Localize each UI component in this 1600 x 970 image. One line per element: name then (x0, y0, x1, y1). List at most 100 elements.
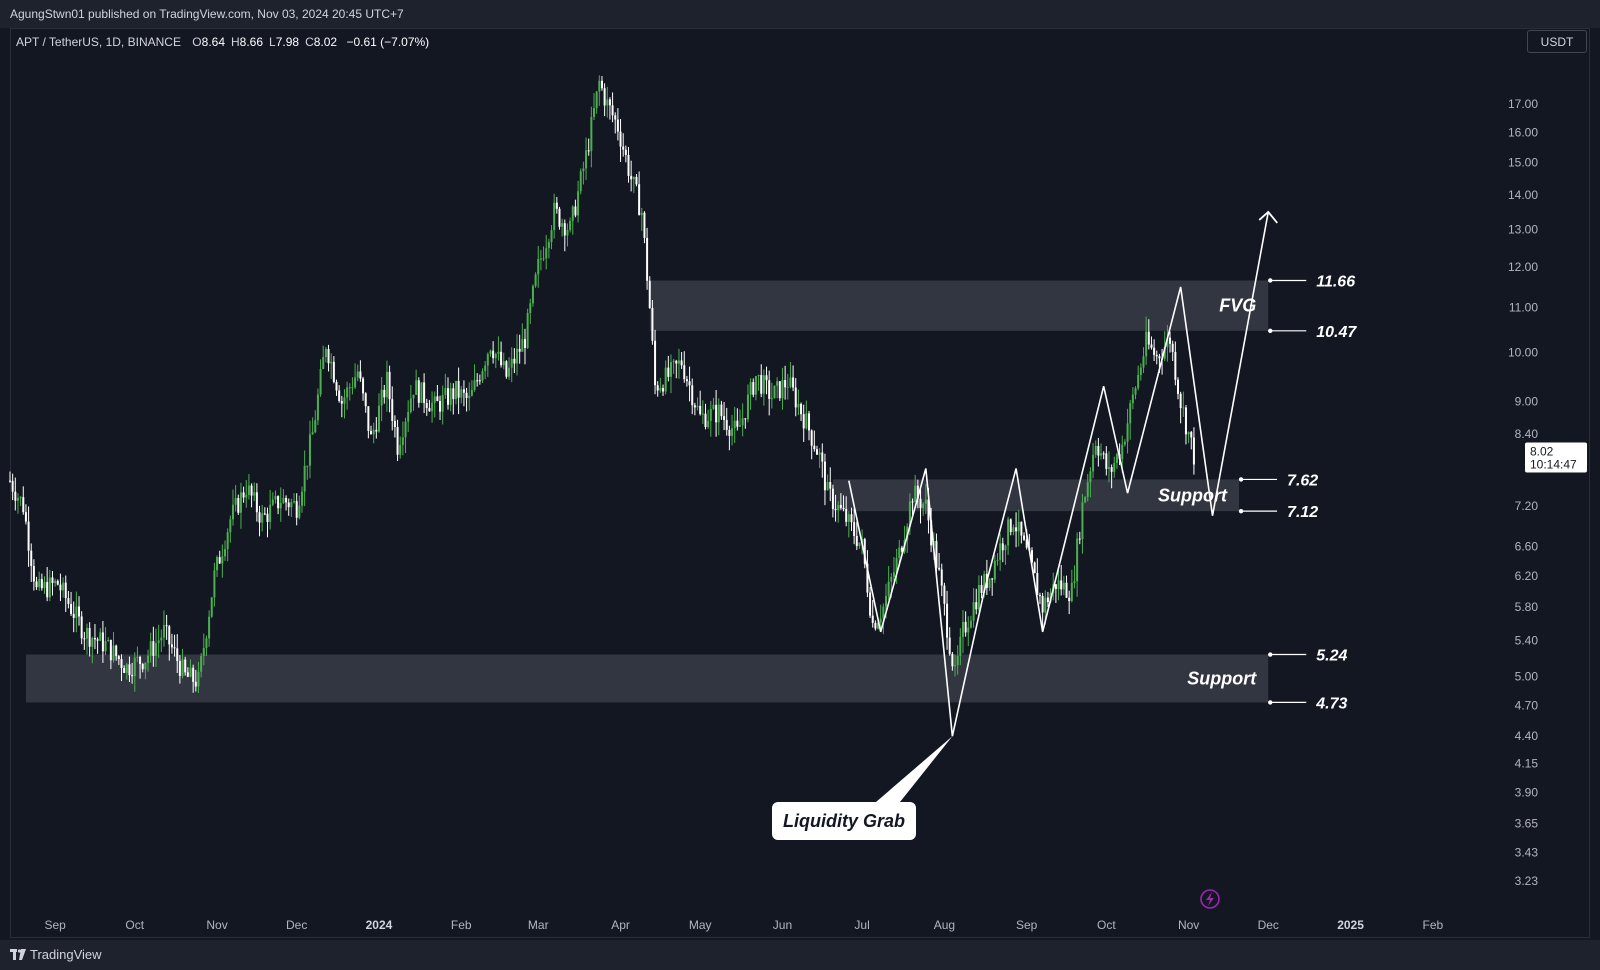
candle-body-245 (659, 387, 662, 391)
candle-body-441 (1179, 393, 1182, 408)
candle-body-97 (266, 513, 269, 522)
candle-body-219 (590, 117, 593, 152)
x-tick-label-12: Sep (1016, 918, 1038, 932)
candle-body-53 (149, 641, 152, 656)
candle-body-299 (802, 414, 805, 429)
candle-body-84 (231, 504, 234, 520)
candle-body-75 (208, 616, 211, 639)
candle-body-239 (643, 212, 646, 238)
candle-body-91 (250, 485, 253, 496)
candle-body-64 (178, 661, 181, 676)
candle-body-80 (221, 556, 224, 564)
candle-body-376 (1007, 519, 1010, 546)
candle-body-175 (473, 380, 476, 390)
candle-body-106 (290, 502, 293, 508)
candle-body-43 (123, 667, 126, 673)
candle-body-19 (59, 584, 62, 591)
lightning-icon[interactable] (1200, 889, 1220, 909)
candle-body-389 (1041, 595, 1044, 613)
candle-body-42 (120, 659, 123, 668)
candle-body-313 (839, 504, 842, 508)
candle-body-413 (1105, 453, 1108, 469)
candle-body-4 (19, 497, 22, 499)
candle-body-87 (239, 492, 242, 513)
candle-body-363 (972, 602, 975, 621)
candle-body-310 (831, 488, 834, 509)
x-tick-label-15: Dec (1258, 918, 1279, 932)
candle-body-136 (370, 430, 373, 435)
candle-body-235 (632, 176, 635, 180)
candle-body-282 (757, 375, 760, 377)
candle-body-100 (274, 496, 277, 500)
candle-body-266 (715, 404, 718, 423)
candle-body-45 (128, 664, 131, 676)
candle-body-69 (192, 667, 195, 682)
candle-body-0 (9, 480, 11, 482)
candle-body-445 (1190, 431, 1193, 438)
candle-body-226 (608, 99, 611, 106)
candle-body-289 (776, 381, 779, 386)
candle-body-108 (295, 501, 298, 518)
candle-body-446 (1192, 437, 1195, 465)
candle-body-369 (988, 578, 991, 588)
candle-body-312 (837, 504, 840, 510)
candle-body-246 (662, 387, 665, 392)
candle-body-73 (202, 647, 205, 656)
candle-body-326 (874, 622, 877, 629)
candle-body-170 (460, 389, 463, 398)
candle-body-150 (407, 411, 410, 422)
candle-body-171 (462, 389, 465, 393)
candle-body-178 (481, 371, 484, 381)
candle-body-39 (112, 645, 115, 661)
candle-body-190 (513, 358, 516, 364)
candle-body-79 (218, 557, 221, 564)
candle-body-260 (699, 405, 702, 415)
candle-body-8 (30, 550, 33, 567)
footer-brand[interactable]: TradingView (30, 947, 102, 962)
candle-body-437 (1169, 337, 1172, 344)
candle-body-199 (537, 259, 540, 275)
support-low-top-level-label: 5.24 (1316, 648, 1347, 665)
candle-body-207 (558, 208, 561, 227)
candle-body-277 (744, 418, 747, 420)
candle-body-201 (542, 258, 545, 260)
candle-body-319 (855, 535, 858, 547)
chart-pane[interactable] (10, 28, 1590, 938)
low-label: L7.98 (269, 35, 300, 49)
candle-body-242 (651, 308, 654, 341)
candle-body-305 (818, 452, 821, 455)
candle-body-252 (677, 360, 680, 364)
candle-body-423 (1131, 394, 1134, 404)
candle-body-177 (478, 380, 481, 382)
currency-button[interactable]: USDT (1527, 30, 1587, 53)
candle-body-373 (999, 543, 1002, 560)
candle-body-138 (375, 429, 378, 432)
candle-body-439 (1174, 351, 1177, 380)
y-tick-label-3: 14.00 (1508, 188, 1538, 202)
candle-body-269 (723, 416, 726, 421)
candle-body-26 (78, 606, 81, 617)
upper-support-label: Support (1158, 485, 1228, 505)
candle-body-433 (1158, 356, 1161, 359)
candle-body-240 (646, 237, 649, 281)
candle-body-209 (563, 223, 566, 236)
candle-body-174 (470, 389, 473, 396)
candle-body-44 (125, 664, 128, 673)
candle-body-425 (1137, 374, 1140, 389)
candle-body-107 (293, 501, 296, 503)
high-label: H8.66 (231, 35, 264, 49)
candle-body-399 (1068, 597, 1071, 602)
lower-support-label: Support (1187, 668, 1257, 688)
candle-body-40 (115, 645, 118, 657)
candle-body-381 (1020, 521, 1023, 536)
candle-body-436 (1166, 337, 1169, 348)
candle-body-380 (1017, 521, 1020, 532)
candle-body-10 (35, 581, 38, 588)
candle-body-59 (165, 625, 168, 627)
candle-body-261 (701, 413, 704, 415)
candle-body-153 (415, 380, 418, 395)
candle-body-317 (850, 514, 853, 523)
candle-body-396 (1060, 580, 1063, 590)
candle-body-1 (11, 480, 14, 492)
